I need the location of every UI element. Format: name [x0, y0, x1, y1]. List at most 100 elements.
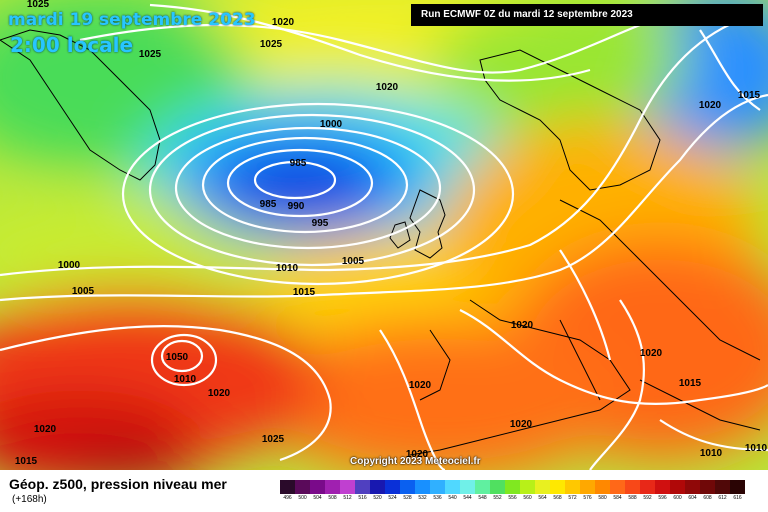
isobar-label: 1010 [174, 374, 197, 385]
copyright-text: Copyright 2023 Meteociel.fr [350, 456, 481, 467]
color-scale-swatch: 612 [715, 480, 730, 502]
isobar-label: 1020 [272, 17, 295, 28]
color-scale-color [685, 480, 700, 494]
color-scale-value: 576 [580, 494, 595, 502]
color-scale-color [385, 480, 400, 494]
isobar-label: 1025 [260, 39, 283, 50]
color-scale-value: 592 [640, 494, 655, 502]
forecast-lead-time: (+168h) [12, 494, 47, 505]
isobar-label: 1000 [58, 260, 81, 271]
isobar-label: 1020 [699, 100, 722, 111]
color-scale-color [310, 480, 325, 494]
isobar-label: 985 [290, 158, 307, 169]
color-scale-value: 532 [415, 494, 430, 502]
color-scale-color [475, 480, 490, 494]
color-scale-color [415, 480, 430, 494]
weather-map: 1025 1020 1025 1025 1020 1015 1020 1000 … [0, 0, 768, 470]
isobar-label: 990 [288, 201, 305, 212]
isobar-label: 985 [260, 199, 277, 210]
color-scale-value: 564 [535, 494, 550, 502]
isobar-label: 1020 [406, 449, 429, 460]
color-scale-swatch: 532 [415, 480, 430, 502]
color-scale-value: 536 [430, 494, 445, 502]
forecast-time: 2:00 locale [10, 33, 134, 57]
isobars [0, 3, 768, 470]
color-scale-value: 556 [505, 494, 520, 502]
color-scale-swatch: 588 [625, 480, 640, 502]
color-scale-swatch: 504 [310, 480, 325, 502]
color-scale-value: 552 [490, 494, 505, 502]
color-scale-value: 524 [385, 494, 400, 502]
color-scale-color [490, 480, 505, 494]
color-scale-value: 540 [445, 494, 460, 502]
color-scale-swatch: 508 [325, 480, 340, 502]
color-scale-swatch: 552 [490, 480, 505, 502]
isobar-label: 1025 [262, 434, 285, 445]
color-scale-value: 560 [520, 494, 535, 502]
color-scale-value: 572 [565, 494, 580, 502]
isobar-label: 1005 [72, 286, 95, 297]
color-scale-swatch: 496 [280, 480, 295, 502]
color-scale-color [460, 480, 475, 494]
color-scale-color [295, 480, 310, 494]
isobar-label: 1005 [342, 256, 365, 267]
color-scale-swatch: 580 [595, 480, 610, 502]
isobar-label: 1010 [700, 448, 723, 459]
color-scale-swatch: 512 [340, 480, 355, 502]
isobar-label: 1020 [510, 419, 533, 430]
color-scale-value: 504 [310, 494, 325, 502]
color-scale-color [595, 480, 610, 494]
color-scale-color [280, 480, 295, 494]
color-scale-swatch: 520 [370, 480, 385, 502]
color-scale-color [340, 480, 355, 494]
color-scale-value: 588 [625, 494, 640, 502]
color-scale-value: 512 [340, 494, 355, 502]
color-scale-swatch: 516 [355, 480, 370, 502]
color-scale-color [655, 480, 670, 494]
color-scale-swatch: 540 [445, 480, 460, 502]
color-scale-value: 616 [730, 494, 745, 502]
color-scale-value: 612 [715, 494, 730, 502]
isobar-label: 1020 [376, 82, 399, 93]
isobar-label: 1020 [640, 348, 663, 359]
color-scale-swatch: 576 [580, 480, 595, 502]
isobar-label: 1050 [166, 352, 189, 363]
isobar-label: 995 [312, 218, 329, 229]
color-scale-color [730, 480, 745, 494]
isobar-label-group: 1025 1020 1025 1025 1020 1015 1020 1000 … [15, 0, 768, 467]
color-scale-value: 584 [610, 494, 625, 502]
color-scale-color [640, 480, 655, 494]
color-scale-value: 496 [280, 494, 295, 502]
color-scale-swatch: 572 [565, 480, 580, 502]
isobar-label: 1025 [27, 0, 50, 10]
color-scale-value: 604 [685, 494, 700, 502]
color-scale-color [580, 480, 595, 494]
color-scale-swatch: 548 [475, 480, 490, 502]
color-scale-value: 608 [700, 494, 715, 502]
color-scale-swatch: 536 [430, 480, 445, 502]
color-scale-value: 580 [595, 494, 610, 502]
color-scale-color [430, 480, 445, 494]
color-scale-color [520, 480, 535, 494]
color-scale-swatch: 596 [655, 480, 670, 502]
color-scale-value: 600 [670, 494, 685, 502]
color-scale-swatch: 568 [550, 480, 565, 502]
color-scale-color [670, 480, 685, 494]
color-scale-color [370, 480, 385, 494]
isobar-label: 1015 [293, 287, 316, 298]
color-scale-color [565, 480, 580, 494]
color-scale-value: 568 [550, 494, 565, 502]
color-scale-value: 520 [370, 494, 385, 502]
legend-title: Géop. z500, pression niveau mer [9, 476, 227, 492]
isobar-label: 1015 [679, 378, 702, 389]
isobar-label: 1010 [745, 443, 768, 454]
color-scale-value: 508 [325, 494, 340, 502]
color-scale-color [550, 480, 565, 494]
color-scale-value: 516 [355, 494, 370, 502]
isobar-label: 1020 [511, 320, 534, 331]
geopotential-field: 1025 1020 1025 1025 1020 1015 1020 1000 … [0, 0, 768, 470]
color-scale-color [610, 480, 625, 494]
color-scale-color [400, 480, 415, 494]
color-scale-value: 528 [400, 494, 415, 502]
